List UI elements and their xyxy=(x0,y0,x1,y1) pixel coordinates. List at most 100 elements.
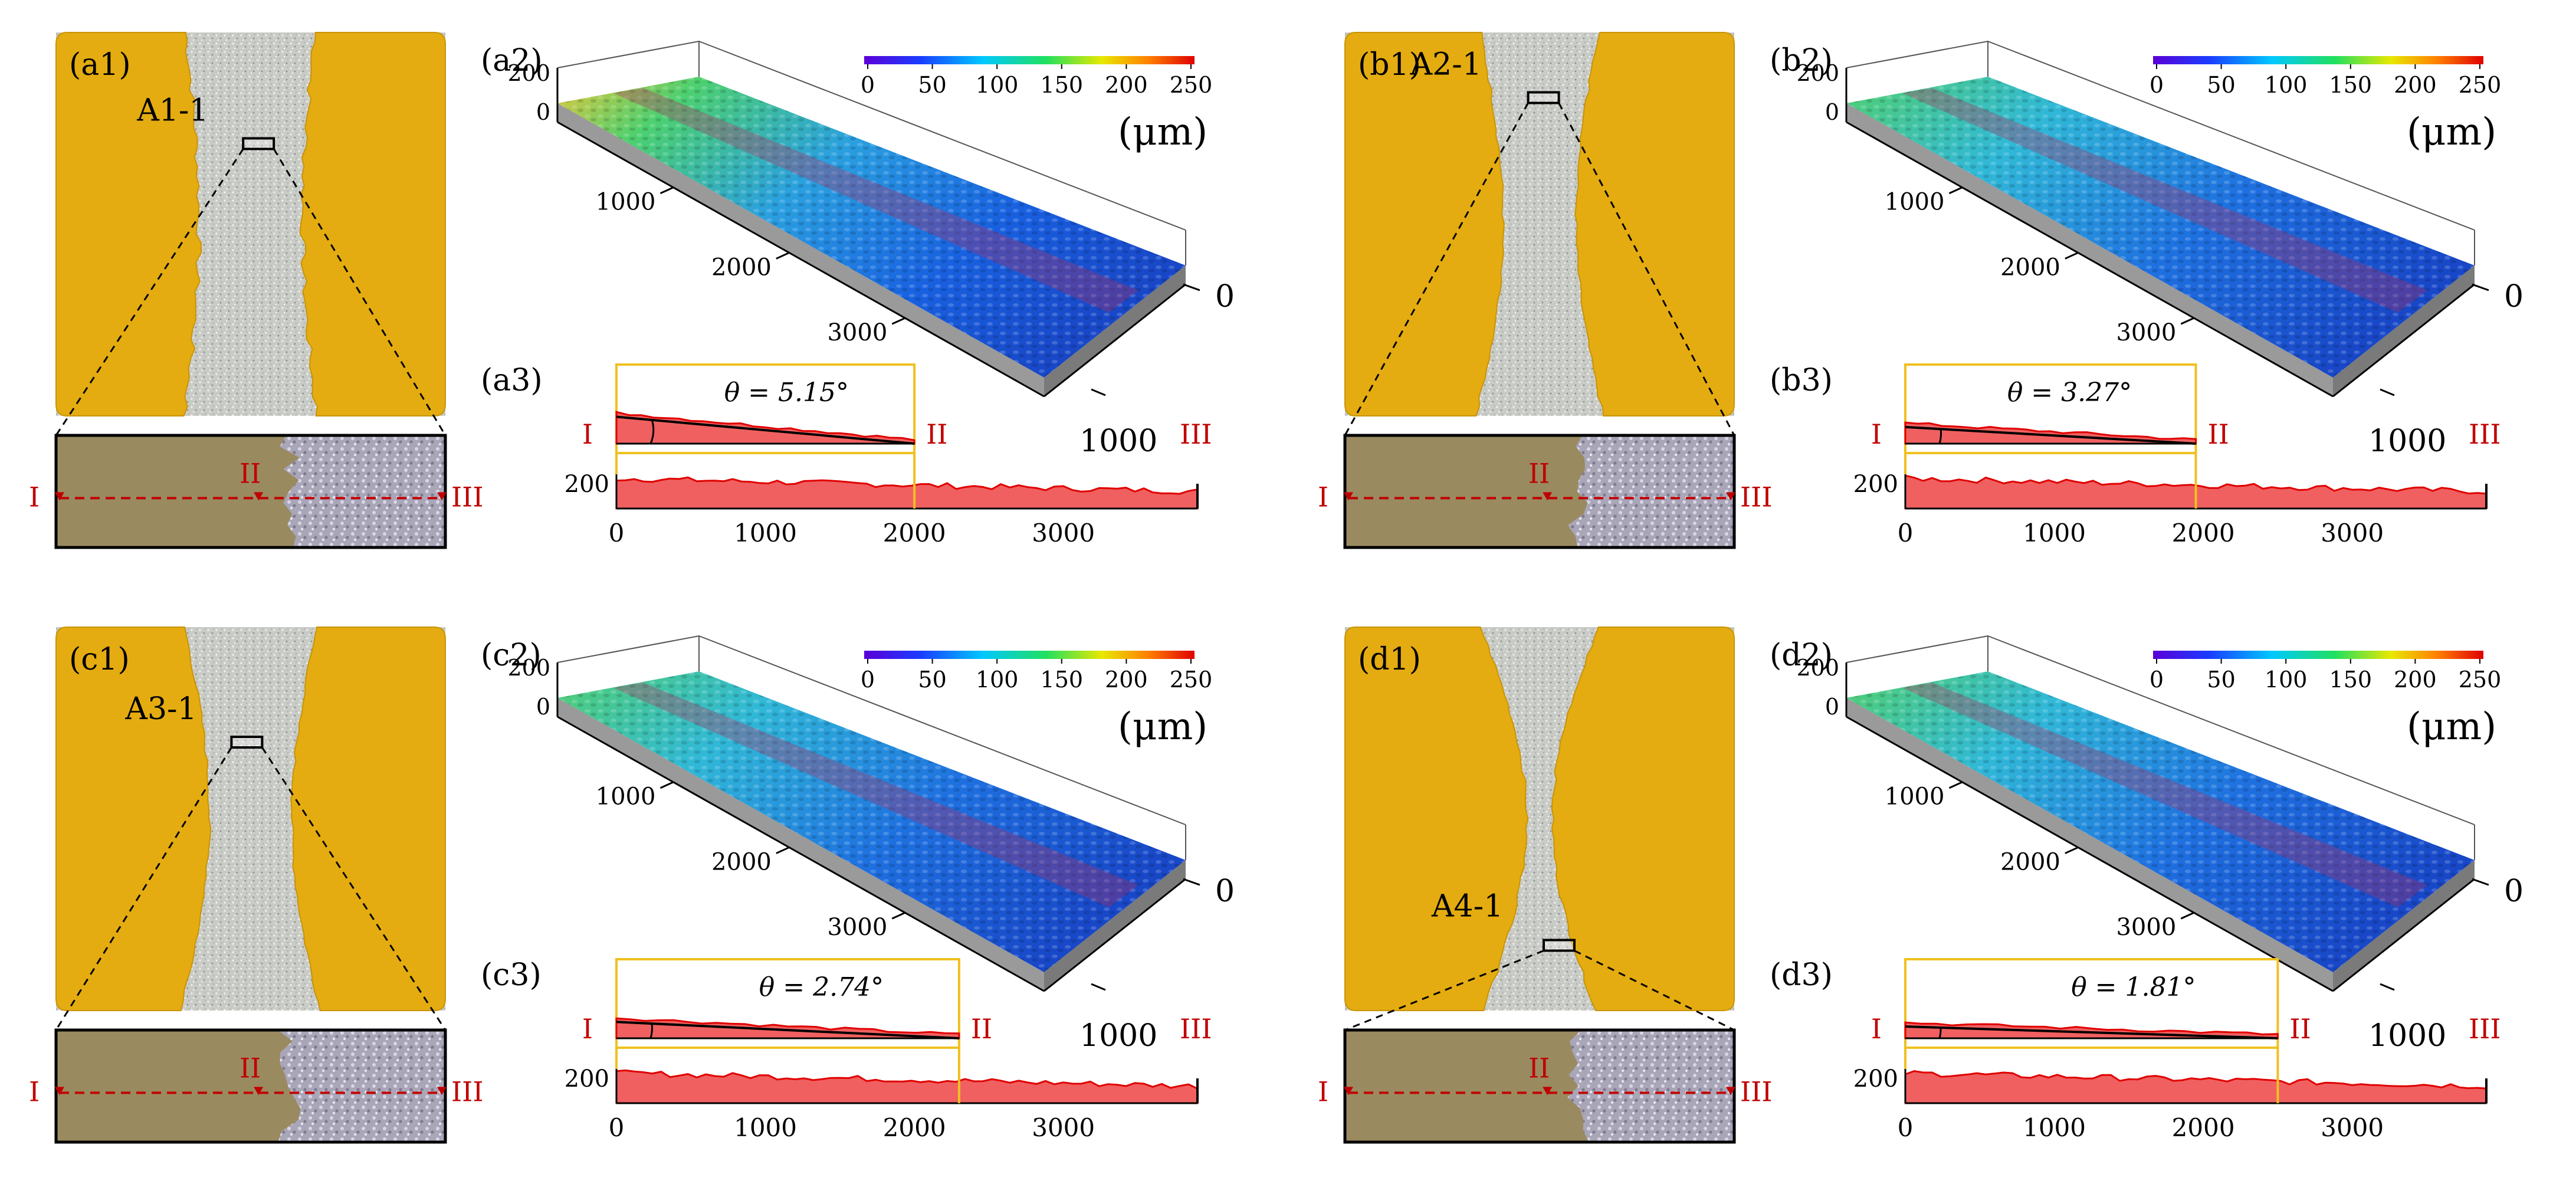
zoom-guide-left xyxy=(1344,950,1544,1031)
substrate-left xyxy=(1344,627,1529,1011)
marker-3 xyxy=(1726,492,1735,501)
profile-marker-III: III xyxy=(1180,418,1212,450)
label-c3: (c3) xyxy=(481,957,542,993)
colorbar-label-5: 250 xyxy=(2459,72,2502,98)
z-tick-200: 200 xyxy=(507,655,550,681)
label-a1: (a1) xyxy=(69,47,131,83)
profile-tick-2: 2000 xyxy=(883,519,946,547)
width-tick-0: 0 xyxy=(2504,279,2524,314)
profile-tick-0: 0 xyxy=(1898,519,1914,547)
marker-3 xyxy=(437,1087,447,1096)
profile-tick-1: 1000 xyxy=(2023,1113,2086,1142)
zoom-guide-right xyxy=(1574,950,1735,1031)
guide-box xyxy=(1904,958,2279,1103)
sample-label-c: A3-1 xyxy=(124,691,196,727)
zoom-border xyxy=(1343,434,1736,549)
zoom-region-box xyxy=(1527,91,1560,104)
unit-label: (μm) xyxy=(2407,110,2496,154)
width-tick-1000: 1000 xyxy=(2368,424,2446,459)
slope-line xyxy=(616,1021,959,1039)
section-band xyxy=(613,683,1138,907)
section-band xyxy=(1902,88,2427,313)
label-c2: (c2) xyxy=(481,638,542,673)
depth-tick-2 xyxy=(2180,911,2194,920)
surface-side xyxy=(1846,698,2333,991)
depth-label-0: 1000 xyxy=(596,783,656,811)
zoom-particles xyxy=(1568,435,1734,547)
section-band xyxy=(1902,683,2427,907)
surface-texture xyxy=(1846,77,2475,378)
profile-marker-II: II xyxy=(2289,1013,2311,1045)
marker-label-2: II xyxy=(239,1052,261,1084)
z-tick-0: 0 xyxy=(1825,99,1839,125)
profile-area xyxy=(1904,1070,2488,1104)
depth-tick-2 xyxy=(891,911,905,920)
colorbar-label-2: 100 xyxy=(976,667,1019,693)
depth-label-0: 1000 xyxy=(596,189,656,216)
width-axis xyxy=(1043,283,1186,398)
profile-marker-II: II xyxy=(2208,418,2229,450)
depth-axis xyxy=(557,121,1045,398)
surface-front xyxy=(2333,265,2475,396)
label-c1: (c1) xyxy=(69,642,130,677)
c1-photo: (c1) A3-1 xyxy=(55,627,446,1011)
zoom-particles xyxy=(278,1030,445,1142)
colorbar-label-3: 150 xyxy=(1041,72,1084,98)
profile-marker-I: I xyxy=(582,418,593,450)
label-b3: (b3) xyxy=(1770,363,1833,398)
label-d1: (d1) xyxy=(1358,642,1421,677)
unit-label: (μm) xyxy=(2407,705,2496,749)
label-d2: (d2) xyxy=(1770,638,1833,673)
theta-label: θ = 3.27° xyxy=(2007,378,2132,408)
substrate-right xyxy=(1574,32,1735,416)
profile-area xyxy=(615,476,1199,510)
sample-label-d: A4-1 xyxy=(1431,889,1503,924)
marker-1 xyxy=(55,1087,64,1096)
bounding-frame xyxy=(1846,40,2475,265)
depth-label-2: 3000 xyxy=(2116,914,2176,941)
theta-label: θ = 5.15° xyxy=(724,378,849,408)
width-tick-1000: 1000 xyxy=(2368,1018,2446,1054)
colorbar xyxy=(864,651,1195,659)
sample-label-b: A2-1 xyxy=(1410,47,1482,83)
surface-side xyxy=(557,698,1044,991)
profile-y-label: 200 xyxy=(1853,1065,1898,1093)
bounding-frame xyxy=(1846,635,2475,860)
depth-label-0: 1000 xyxy=(1885,783,1945,811)
depth-label-0: 1000 xyxy=(1885,189,1945,216)
label-b1: (b1) xyxy=(1358,47,1421,83)
marker-3 xyxy=(437,492,447,501)
profile-y-label: 200 xyxy=(565,1065,609,1093)
profile-marker-II: II xyxy=(926,418,947,450)
colorbar-label-4: 200 xyxy=(1105,72,1148,98)
depth-tick-2 xyxy=(2180,317,2194,325)
zoom-border xyxy=(54,434,447,549)
zoom-border xyxy=(1343,1028,1736,1144)
z-tick-0: 0 xyxy=(536,99,550,125)
marker-1 xyxy=(1344,1087,1353,1096)
angle-arc xyxy=(649,419,655,444)
profile-marker-III: III xyxy=(2469,1013,2501,1045)
theta-label: θ = 2.74° xyxy=(759,972,884,1002)
profile-tick-1: 1000 xyxy=(734,519,797,547)
width-tick-mark-0 xyxy=(1183,878,1200,886)
colorbar-label-3: 150 xyxy=(1041,667,1084,693)
width-tick-mark-1 xyxy=(2380,388,2395,396)
profile-marker-III: III xyxy=(2469,418,2501,450)
colorbar xyxy=(864,56,1195,64)
marker-2 xyxy=(254,1087,264,1096)
zoom-guide-right xyxy=(273,148,447,436)
theta-label: θ = 1.81° xyxy=(2071,972,2196,1002)
profile-y-label: 200 xyxy=(1853,471,1898,498)
slope-line xyxy=(1905,1025,2278,1039)
surface-front xyxy=(2333,860,2475,991)
sample-label-a: A1-1 xyxy=(136,93,208,129)
surface-front xyxy=(1044,860,1186,991)
d2-surface: (d2)0 50 100 150 200 250(μm)20001000200030000… xyxy=(1770,635,2524,1054)
marker-label-3: III xyxy=(451,1075,484,1107)
marker-label-2: II xyxy=(239,457,261,489)
